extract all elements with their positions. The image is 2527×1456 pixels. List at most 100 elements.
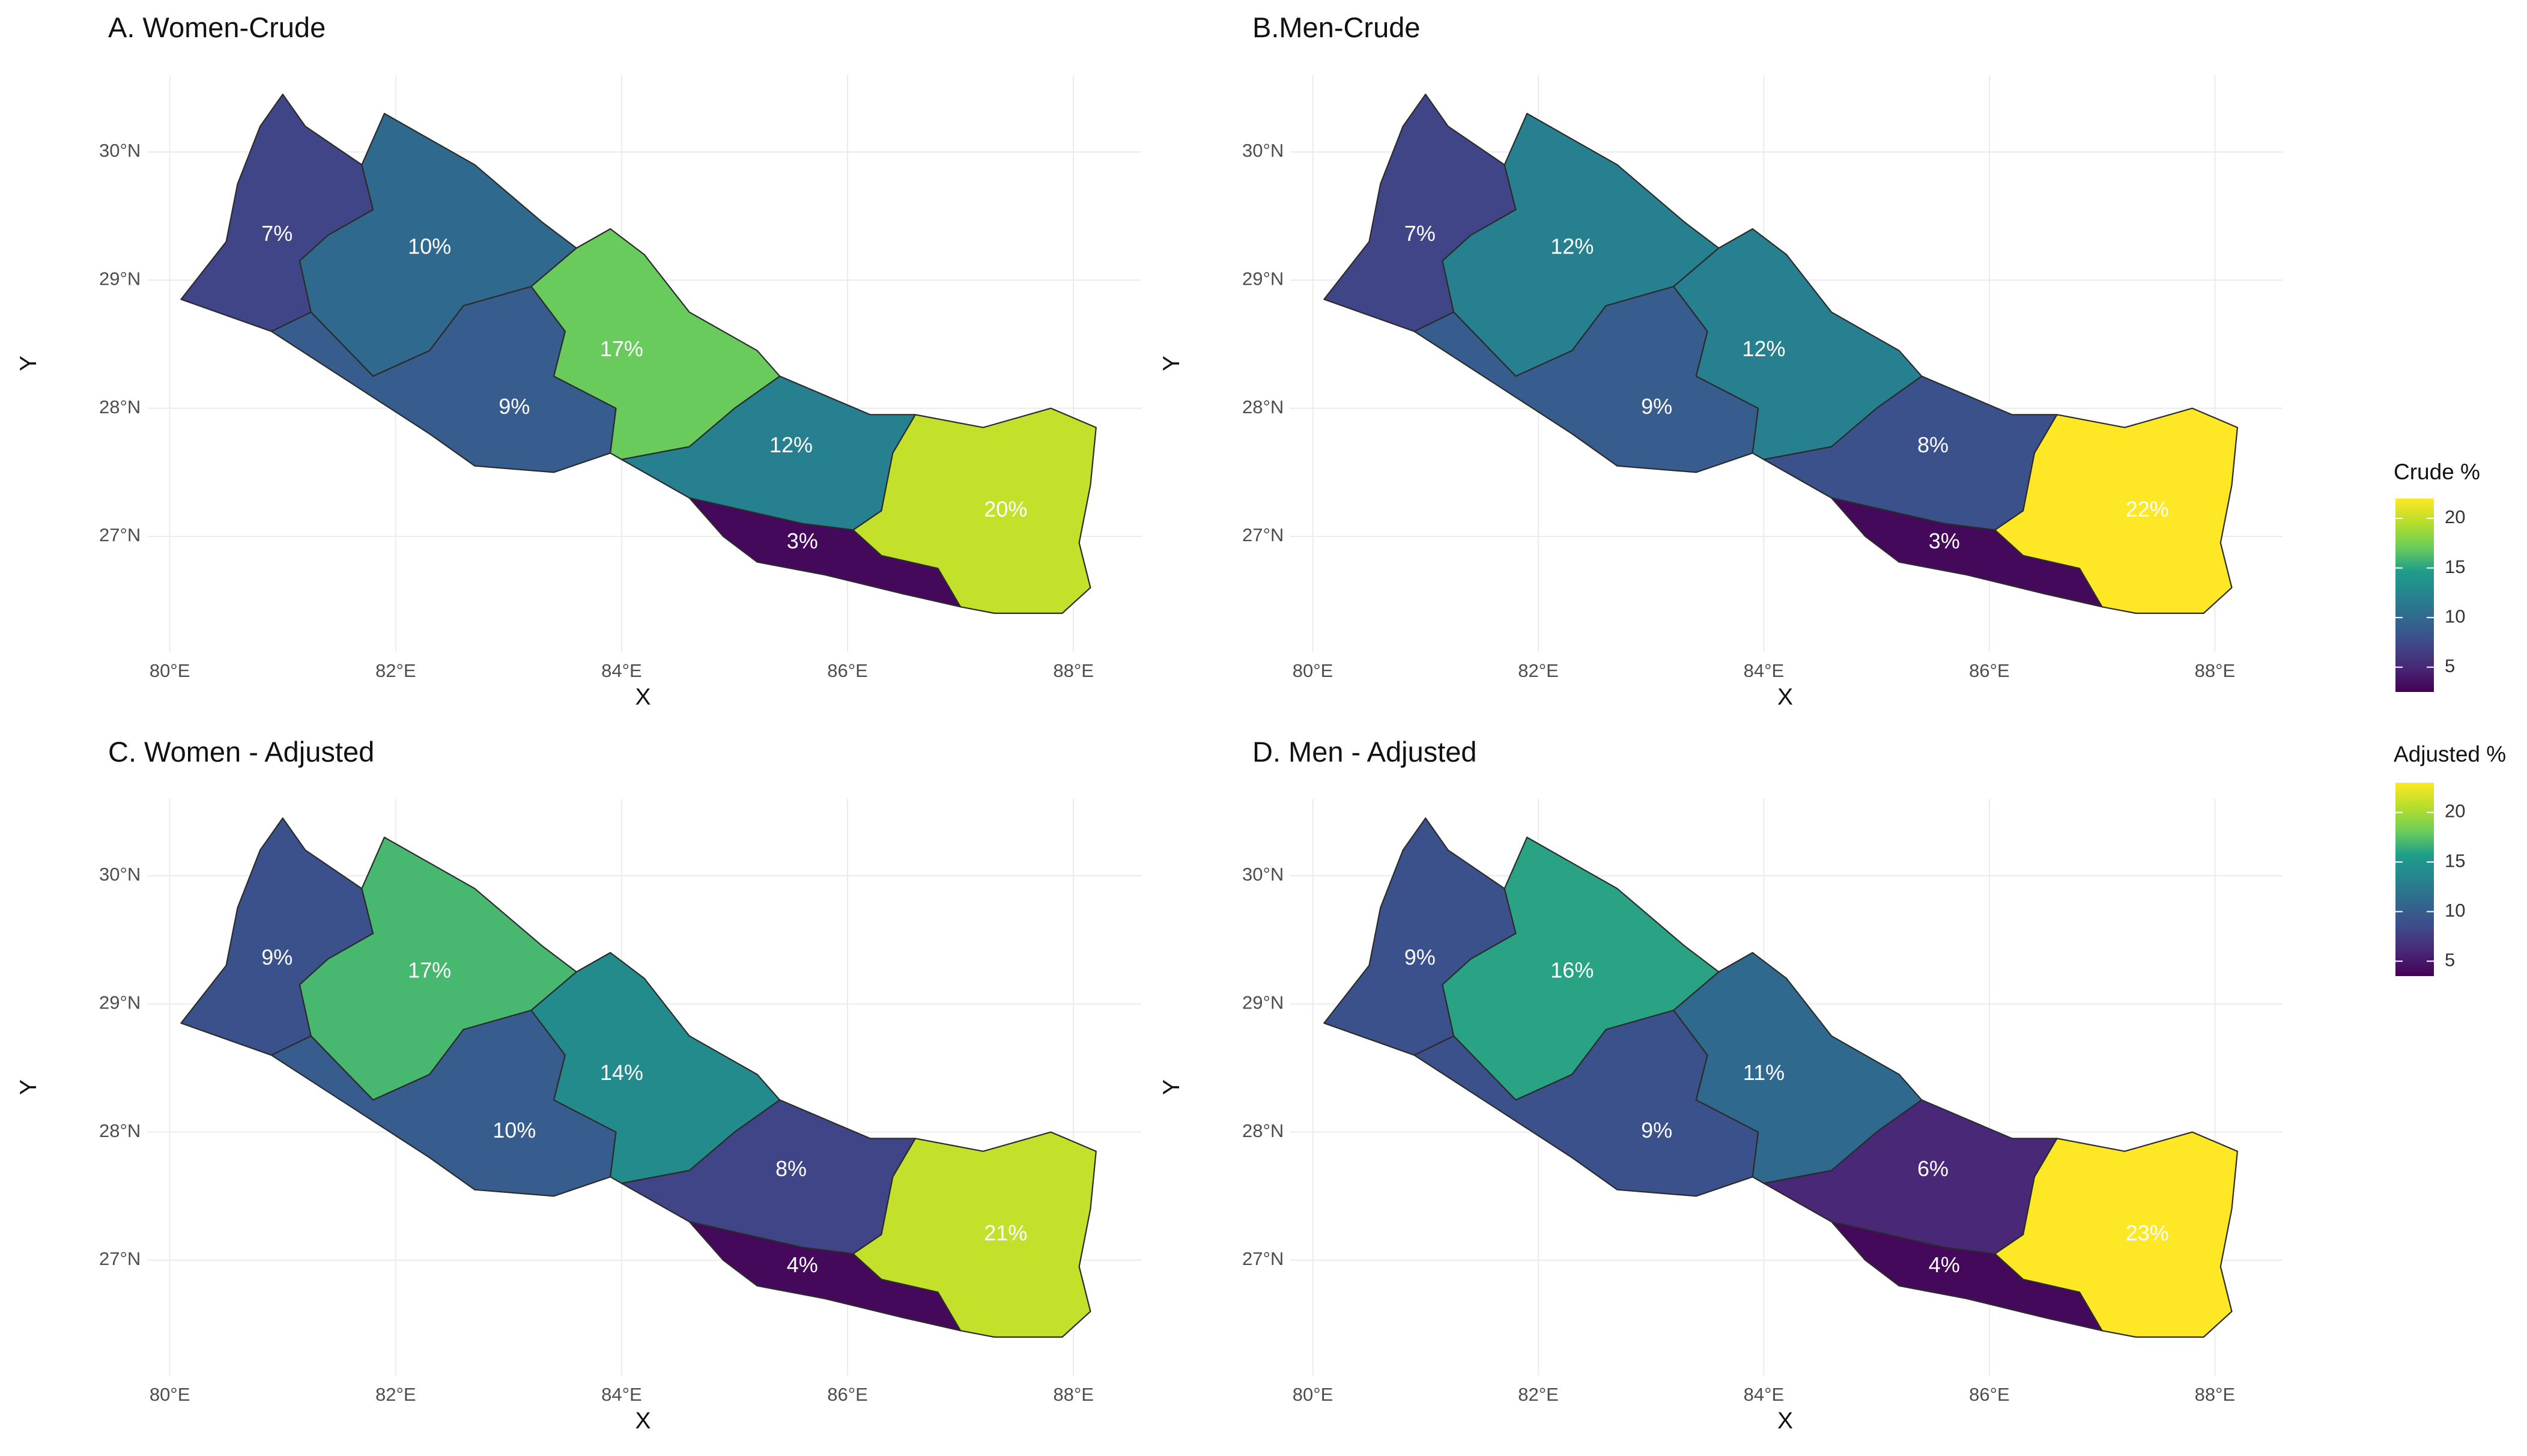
province-7: [1994, 1131, 2238, 1338]
province-label: 12%: [1550, 234, 1594, 259]
province-7: [852, 1131, 1097, 1338]
province-label: 7%: [261, 221, 293, 246]
y-tick-label: 27°N: [1242, 524, 1284, 545]
legend-tick-label: 10: [2445, 900, 2465, 921]
province-label: 9%: [1641, 1118, 1672, 1142]
x-tick-label: 80°E: [1293, 660, 1333, 681]
province-label: 12%: [1742, 336, 1785, 361]
province-label: 10%: [408, 234, 451, 259]
province-label: 3%: [1929, 529, 1960, 553]
x-tick-label: 82°E: [375, 1384, 416, 1405]
x-tick-label: 80°E: [1293, 1384, 1333, 1405]
legend-tick-label: 15: [2445, 556, 2465, 577]
x-axis-title: X: [1777, 1408, 1793, 1434]
panel-title: A. Women-Crude: [108, 11, 326, 43]
province-label: 4%: [787, 1252, 818, 1277]
colorbar: [2395, 499, 2434, 692]
legend-tick-label: 20: [2445, 506, 2465, 527]
y-tick-label: 28°N: [1242, 1120, 1284, 1141]
legend-tick-label: 10: [2445, 605, 2465, 626]
x-tick-label: 88°E: [1053, 1384, 1094, 1405]
province-7: [852, 407, 1097, 614]
province-label: 17%: [408, 958, 451, 983]
legends: Crude % 5 10 15 20 Adjusted % 5 10 15 20: [2394, 460, 2506, 976]
x-tick-label: 82°E: [1518, 1384, 1559, 1405]
x-tick-label: 84°E: [1744, 660, 1785, 681]
province-label: 7%: [1404, 221, 1436, 246]
x-tick-label: 88°E: [1053, 660, 1094, 681]
province-label: 23%: [2126, 1221, 2169, 1245]
legend-tick-label: 5: [2445, 949, 2455, 970]
x-tick-label: 88°E: [2195, 1384, 2236, 1405]
y-tick-label: 28°N: [99, 396, 141, 417]
province-label: 6%: [1917, 1156, 1949, 1181]
province-label: 9%: [1641, 394, 1672, 419]
y-tick-label: 30°N: [1242, 140, 1284, 161]
x-tick-label: 86°E: [1969, 660, 2010, 681]
y-tick-label: 27°N: [1242, 1248, 1284, 1269]
province-label: 12%: [769, 432, 813, 457]
x-axis-title: X: [635, 684, 651, 710]
y-axis-title: Y: [16, 1079, 41, 1095]
x-tick-label: 86°E: [827, 1384, 868, 1405]
province-label: 20%: [984, 497, 1027, 521]
province-label: 9%: [261, 945, 293, 969]
province-label: 9%: [499, 394, 530, 419]
y-tick-label: 29°N: [1242, 992, 1284, 1013]
x-tick-label: 82°E: [375, 660, 416, 681]
colorbar: [2395, 783, 2434, 976]
province-label: 4%: [1929, 1252, 1960, 1277]
province-label: 22%: [2126, 497, 2169, 521]
x-tick-label: 86°E: [827, 660, 868, 681]
y-tick-label: 30°N: [99, 864, 141, 885]
y-axis-title: Y: [1159, 356, 1185, 371]
province-7: [1994, 407, 2238, 614]
y-axis-title: Y: [1159, 1079, 1185, 1095]
province-label: 10%: [493, 1118, 536, 1142]
x-tick-label: 84°E: [601, 660, 642, 681]
province-label: 8%: [1917, 432, 1949, 457]
province-label: 8%: [775, 1156, 807, 1181]
province-label: 11%: [1743, 1060, 1785, 1085]
x-tick-label: 80°E: [150, 660, 190, 681]
colorbar-legend-2: Adjusted % 5 10 15 20: [2394, 742, 2506, 976]
province-label: 16%: [1550, 958, 1594, 983]
map-panels: 7% 10% 9% 17% 12% 3% 20% A. Women-Crude 80°E 82°E…: [16, 11, 2283, 1434]
province-label: 21%: [984, 1221, 1027, 1245]
y-tick-label: 29°N: [1242, 268, 1284, 290]
legend-tick-label: 15: [2445, 850, 2465, 871]
colorbar-legend-1: Crude % 5 10 15 20: [2394, 460, 2480, 692]
x-axis-title: X: [635, 1408, 651, 1434]
y-tick-label: 29°N: [99, 992, 141, 1013]
y-tick-label: 30°N: [1242, 864, 1284, 885]
y-axis-title: Y: [16, 356, 41, 371]
legend-tick-label: 5: [2445, 655, 2455, 676]
legend-title: Crude %: [2394, 460, 2480, 484]
panel-title: C. Women - Adjusted: [108, 736, 374, 768]
legend-title: Adjusted %: [2394, 742, 2506, 766]
x-axis-title: X: [1777, 684, 1793, 710]
x-tick-label: 82°E: [1518, 660, 1559, 681]
y-tick-label: 29°N: [99, 268, 141, 290]
province-label: 14%: [600, 1060, 643, 1085]
map-panel-3: 9% 17% 10% 14% 8% 4% 21% C. Women - Adjusted 80°…: [16, 736, 1141, 1434]
y-tick-label: 30°N: [99, 140, 141, 161]
x-tick-label: 80°E: [150, 1384, 190, 1405]
legend-tick-label: 20: [2445, 801, 2465, 822]
y-tick-label: 28°N: [99, 1120, 141, 1141]
x-tick-label: 86°E: [1969, 1384, 2010, 1405]
province-label: 17%: [600, 336, 643, 361]
y-tick-label: 27°N: [99, 1248, 141, 1269]
y-tick-label: 27°N: [99, 524, 141, 545]
x-tick-label: 84°E: [601, 1384, 642, 1405]
map-panel-1: 7% 10% 9% 17% 12% 3% 20% A. Women-Crude 80°E 82°E…: [16, 11, 1141, 710]
y-tick-label: 28°N: [1242, 396, 1284, 417]
panel-title: B.Men-Crude: [1252, 11, 1421, 43]
x-tick-label: 84°E: [1744, 1384, 1785, 1405]
map-panel-4: 9% 16% 9% 11% 6% 4% 23% D. Men - Adjusted 80°E 82…: [1159, 736, 2283, 1434]
map-panel-2: 7% 12% 9% 12% 8% 3% 22% B.Men-Crude 80°E 82°E 84°E…: [1159, 11, 2283, 710]
panel-title: D. Men - Adjusted: [1252, 736, 1477, 768]
x-tick-label: 88°E: [2195, 660, 2236, 681]
province-label: 9%: [1404, 945, 1436, 969]
